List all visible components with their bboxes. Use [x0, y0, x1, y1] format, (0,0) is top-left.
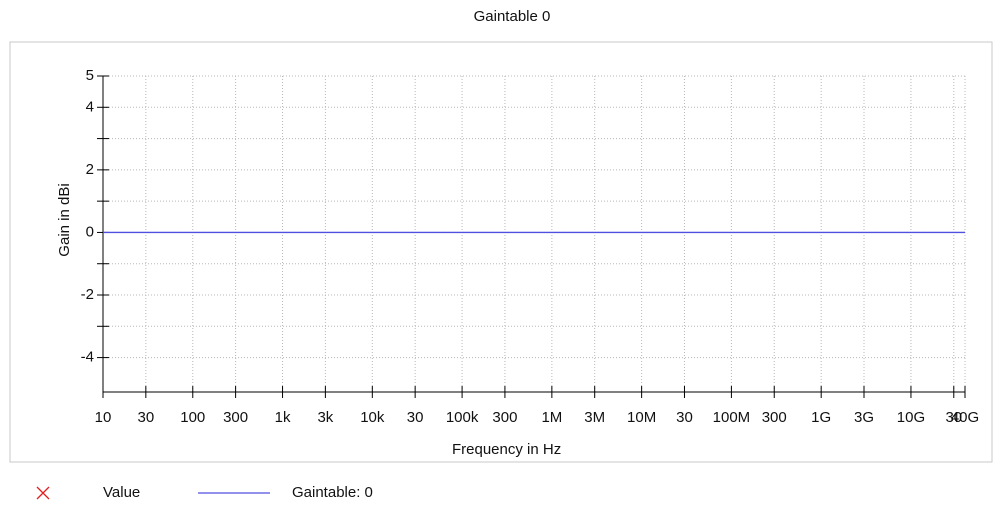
x-axis-label: Frequency in Hz [452, 441, 561, 458]
x-tick-label: 3k [317, 409, 333, 426]
y-tick-label: -2 [81, 286, 94, 303]
plot-frame [9, 41, 993, 463]
x-tick-label: 30 [945, 409, 962, 426]
x-tick-label: 1k [275, 409, 291, 426]
x-tick-label: 30 [137, 409, 154, 426]
y-tick-label: 2 [86, 161, 94, 178]
y-tick-label: 4 [86, 98, 94, 115]
x-tick-label: 300 [223, 409, 248, 426]
x-tick-label: 30 [407, 409, 424, 426]
x-tick-label: 10G [897, 409, 925, 426]
y-tick-label: -4 [81, 349, 94, 366]
x-tick-label: 1G [811, 409, 831, 426]
x-tick-label: 10M [627, 409, 656, 426]
legend-marker [36, 486, 50, 500]
x-tick-label: 100k [446, 409, 479, 426]
x-tick-label: 1M [541, 409, 562, 426]
x-tick-label: 10 [95, 409, 112, 426]
x-tick-label: 300 [762, 409, 787, 426]
legend-label: Value [103, 484, 140, 501]
x-tick-label: 3G [854, 409, 874, 426]
y-tick-label: 5 [86, 67, 94, 84]
y-tick-label: 0 [86, 223, 94, 240]
x-tick-label: 100M [713, 409, 751, 426]
y-axis-label: Gain in dBi [56, 183, 73, 256]
x-tick-label: 300 [492, 409, 517, 426]
x-tick-label: 3M [584, 409, 605, 426]
x-tick-label: 40G [951, 409, 979, 426]
x-tick-label: 100 [180, 409, 205, 426]
x-tick-label: 10k [360, 409, 385, 426]
chart-title: Gaintable 0 [474, 8, 551, 25]
x-tick-label: 30 [676, 409, 693, 426]
legend-label: Gaintable: 0 [292, 484, 373, 501]
